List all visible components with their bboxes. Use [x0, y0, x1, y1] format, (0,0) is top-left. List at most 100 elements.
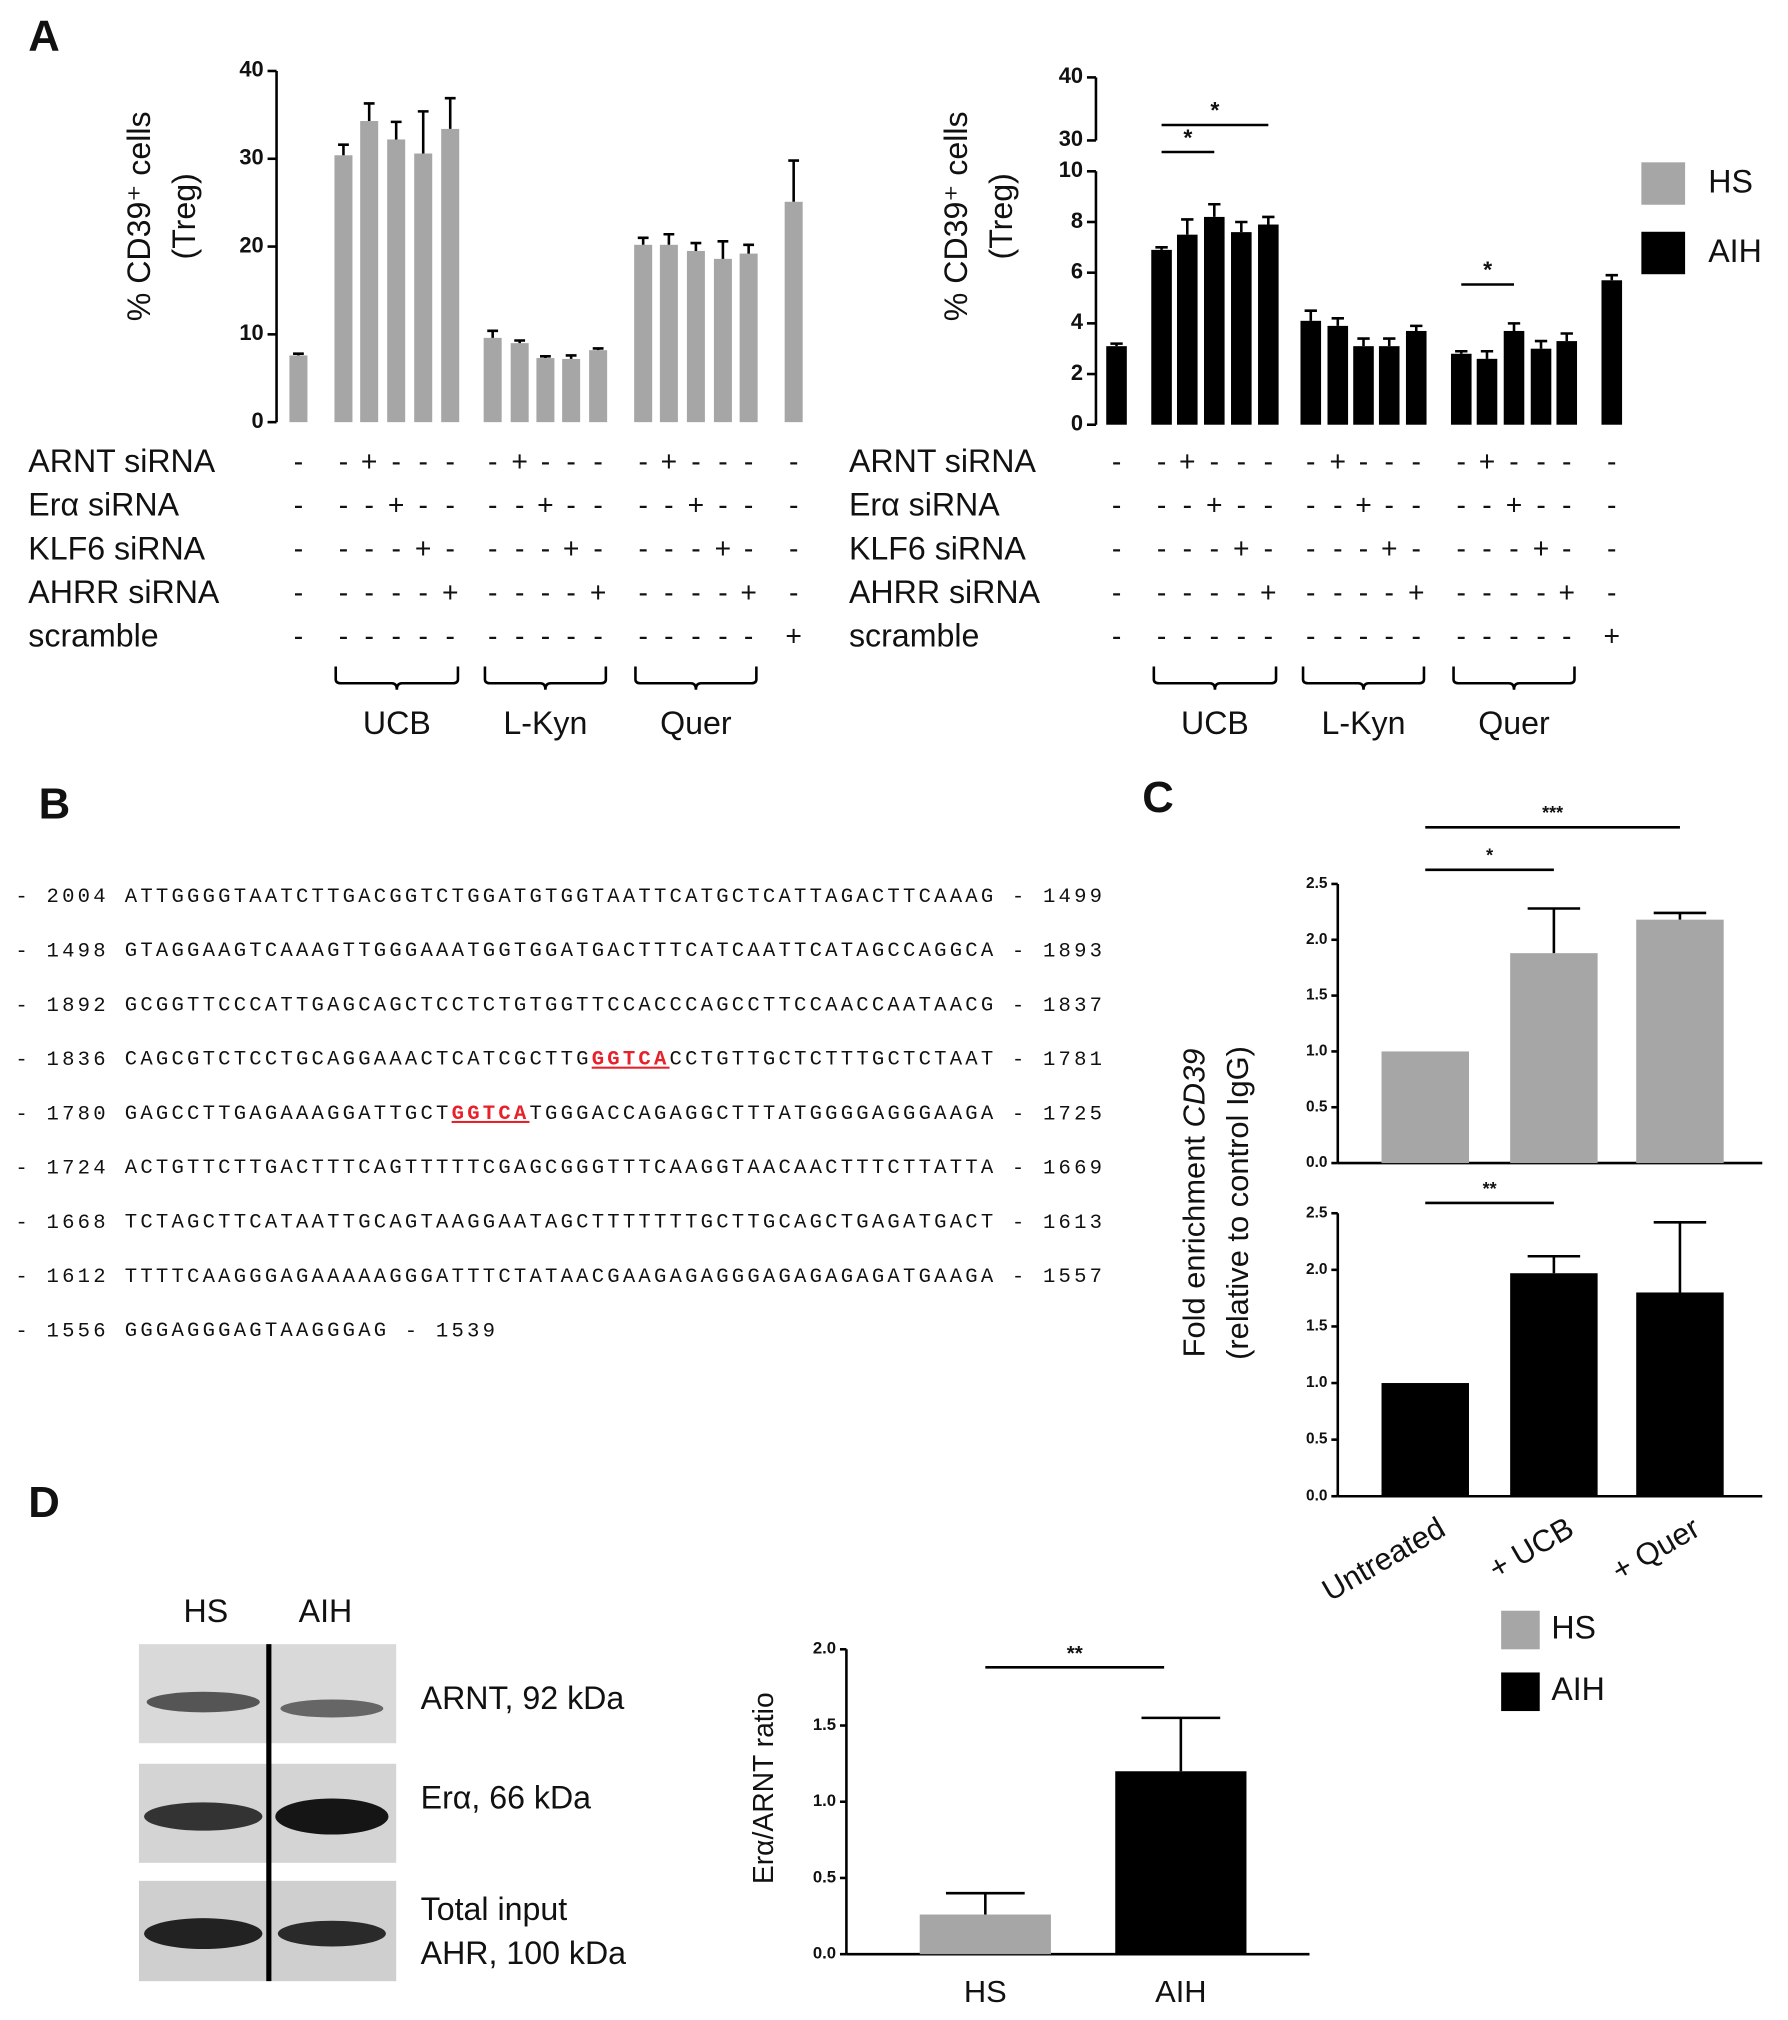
bar	[289, 355, 308, 423]
sign: -	[664, 576, 673, 608]
sign: +	[590, 576, 607, 608]
sign: -	[1562, 532, 1571, 564]
sign: -	[515, 620, 524, 652]
sequence-start: - 1612	[15, 1266, 108, 1289]
bar	[1378, 346, 1400, 425]
sign: -	[488, 576, 497, 608]
sequence-start: - 1668	[15, 1212, 108, 1235]
panel-label: A	[28, 11, 60, 60]
error-bar	[293, 352, 304, 356]
panel-label: B	[39, 779, 71, 828]
sign: -	[1562, 489, 1571, 521]
sign: -	[446, 620, 455, 652]
sign: +	[511, 445, 528, 477]
sign: -	[1183, 489, 1192, 521]
group-bracket	[483, 666, 608, 690]
significance-label: *	[1210, 97, 1219, 123]
sequence-end: - 1539	[405, 1321, 498, 1344]
y-axis-label: (relative to control IgG)	[1220, 1046, 1255, 1360]
sign: -	[1536, 445, 1545, 477]
y-tick-label: 0.0	[813, 1944, 836, 1963]
band-label: AHR, 100 kDa	[421, 1935, 627, 1971]
group-label: Quer	[660, 705, 732, 741]
group-bracket	[1152, 666, 1278, 690]
row-label: AHRR siRNA	[28, 574, 220, 610]
sign: -	[718, 620, 727, 652]
sequence-end: - 1557	[1012, 1266, 1105, 1289]
sign: +	[740, 576, 757, 608]
sequence: GAGCCTTGAGAAAGGATTGCTGGTCATGGGACCAGAGGCT…	[125, 1103, 997, 1126]
sign: -	[339, 489, 348, 521]
bar	[713, 258, 732, 423]
sequence: ATTGGGGTAATCTTGACGGTCTGGATGTGGTAATTCATGC…	[125, 886, 997, 909]
sign: +	[1381, 532, 1398, 564]
sign: -	[1157, 489, 1166, 521]
sign: +	[1355, 489, 1372, 521]
sign: -	[339, 620, 348, 652]
legend-swatch	[1501, 1672, 1540, 1712]
error-bar	[788, 159, 800, 202]
sign: -	[593, 532, 602, 564]
group-bracket	[1301, 666, 1426, 690]
y-tick-label: 40	[1059, 63, 1083, 88]
bar	[1258, 224, 1279, 425]
bar	[1450, 353, 1472, 425]
group-label: L-Kyn	[503, 705, 587, 741]
bar	[1327, 325, 1349, 425]
sign: -	[1306, 620, 1315, 652]
error-bar	[1181, 218, 1194, 235]
bar	[1204, 216, 1225, 425]
sequence-segment: GTAGGAAGTCAAAGTTGGGAAATGGTGGATGACTTTCATC…	[125, 941, 997, 964]
bar	[1636, 1292, 1724, 1497]
sign: -	[541, 445, 550, 477]
sequence-end: - 1781	[1012, 1049, 1105, 1072]
y-axis-label: Erα/ARNT ratio	[747, 1692, 779, 1884]
x-tick-label: HS	[964, 1974, 1007, 2009]
sign: -	[566, 489, 575, 521]
y-tick-label: 40	[239, 57, 263, 82]
sign: +	[361, 445, 378, 477]
legend-swatch	[1641, 162, 1686, 205]
sign: +	[1260, 576, 1277, 608]
sequence: GGGAGGGAGTAAGGGAG	[125, 1321, 390, 1344]
bar	[536, 358, 555, 423]
sign: -	[1412, 620, 1421, 652]
sequence: TCTAGCTTCATAATTGCAGTAAGGAATAGCTTTTTTTGCT…	[125, 1212, 997, 1235]
sign: -	[1237, 576, 1246, 608]
row-label: scramble	[849, 618, 979, 654]
sign: -	[446, 445, 455, 477]
sequence-segment: TTTTCAAGGGAGAAAAAGGGATTTCTATAACGAAGAGAGG…	[125, 1266, 997, 1289]
sign: -	[515, 489, 524, 521]
sign: -	[638, 576, 647, 608]
sign: -	[1237, 489, 1246, 521]
sign: -	[391, 445, 400, 477]
error-bar	[540, 355, 551, 359]
y-axis-label-part: Fold enrichment	[1176, 1127, 1211, 1357]
bar	[483, 337, 502, 423]
error-bar	[444, 96, 456, 129]
sign: -	[566, 445, 575, 477]
legend-swatch	[1641, 231, 1686, 275]
sign: -	[718, 445, 727, 477]
y-tick-label: 0.0	[1306, 1154, 1327, 1171]
sign: -	[541, 576, 550, 608]
row-label: scramble	[28, 618, 158, 654]
sequence-start: - 1556	[15, 1321, 108, 1344]
sign: -	[1210, 620, 1219, 652]
y-tick-label: 0	[252, 408, 264, 433]
y-tick-label: 2	[1071, 360, 1083, 385]
bar	[784, 201, 803, 423]
sequence-start: - 1724	[15, 1158, 108, 1181]
sign: -	[294, 576, 303, 608]
sign: -	[1457, 445, 1466, 477]
error-bar	[1155, 246, 1168, 250]
y-tick-label: 1.0	[1306, 1042, 1327, 1059]
sign: -	[1333, 532, 1342, 564]
sign: -	[1112, 620, 1121, 652]
sign: -	[1112, 576, 1121, 608]
error-bar	[338, 143, 349, 156]
bar	[1510, 953, 1598, 1164]
sign: -	[446, 532, 455, 564]
sign: +	[1408, 576, 1425, 608]
sign: +	[1558, 576, 1575, 608]
